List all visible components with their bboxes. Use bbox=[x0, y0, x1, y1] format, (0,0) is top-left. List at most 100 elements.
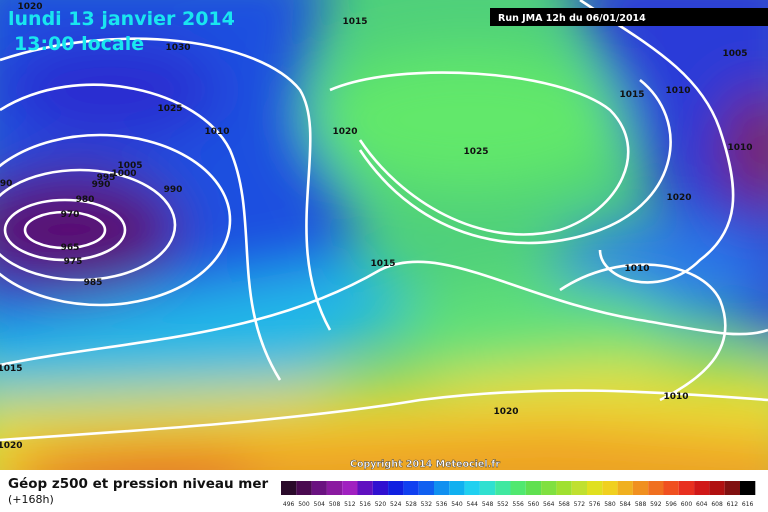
scale-swatch bbox=[617, 481, 633, 495]
scale-label: 516 bbox=[359, 501, 371, 508]
scale-swatch bbox=[648, 481, 664, 495]
legend-title: Géop z500 et pression niveau mer bbox=[8, 476, 269, 492]
scale-swatch bbox=[602, 481, 618, 495]
scale-label: 584 bbox=[620, 501, 632, 508]
scale-swatch bbox=[296, 481, 312, 495]
scale-swatch bbox=[709, 481, 725, 495]
scale-label: 504 bbox=[314, 501, 326, 508]
date: lundi 13 janvier 2014 bbox=[8, 8, 235, 30]
local-time: 13:00 locale bbox=[14, 33, 144, 55]
isobar-label: 1010 bbox=[204, 127, 229, 137]
isobar-label: 990 bbox=[0, 179, 12, 189]
scale-label: 600 bbox=[681, 501, 693, 508]
scale-swatch bbox=[724, 481, 740, 495]
isobar-label: 1030 bbox=[165, 43, 190, 53]
isobar-label: 985 bbox=[84, 278, 103, 288]
scale-swatch bbox=[434, 481, 450, 495]
scale-swatch bbox=[495, 481, 511, 495]
isobar-label: 990 bbox=[92, 180, 111, 190]
scale-swatch bbox=[403, 481, 419, 495]
scale-label: 496 bbox=[283, 501, 295, 508]
scale-label: 564 bbox=[543, 501, 555, 508]
scale-swatch bbox=[632, 481, 649, 495]
isobar-label: 970 bbox=[61, 210, 80, 220]
scale-swatch bbox=[357, 481, 373, 495]
scale-swatch bbox=[510, 481, 526, 495]
scale-swatch bbox=[281, 481, 297, 495]
isobar-label: 1015 bbox=[619, 90, 644, 100]
scale-swatch bbox=[372, 481, 389, 495]
scale-label: 604 bbox=[696, 501, 708, 508]
isobar-label: 1010 bbox=[727, 143, 752, 153]
isobar-label: 1025 bbox=[157, 104, 182, 114]
scale-label: 536 bbox=[436, 501, 448, 508]
isobar-label: 1020 bbox=[493, 407, 518, 417]
scale-swatch bbox=[740, 481, 756, 495]
isobar-label: 965 bbox=[61, 243, 80, 253]
scale-label: 572 bbox=[574, 501, 586, 508]
scale-label: 608 bbox=[711, 501, 723, 508]
scale-swatch bbox=[479, 481, 496, 495]
scale-label: 616 bbox=[742, 501, 754, 508]
scale-label: 544 bbox=[467, 501, 479, 508]
isobar-label: 1010 bbox=[663, 392, 688, 402]
isobar-label: 1020 bbox=[666, 193, 691, 203]
scale-label: 548 bbox=[482, 501, 494, 508]
scale-label: 592 bbox=[650, 501, 662, 508]
lead-time: (+168h) bbox=[8, 493, 54, 506]
scale-swatch bbox=[556, 481, 572, 495]
run-box bbox=[490, 8, 768, 26]
isobar-label: 995 bbox=[97, 173, 116, 183]
scale-label: 524 bbox=[390, 501, 402, 508]
scale-swatch bbox=[326, 481, 343, 495]
scale-swatch bbox=[311, 481, 327, 495]
scale-swatch bbox=[694, 481, 710, 495]
isobar-label: 990 bbox=[164, 185, 183, 195]
scale-label: 532 bbox=[421, 501, 433, 508]
scale-label: 552 bbox=[497, 501, 509, 508]
copyright: Copyright 2014 Meteociel.fr bbox=[350, 459, 500, 470]
scale-label: 588 bbox=[635, 501, 647, 508]
scale-swatch bbox=[342, 481, 358, 495]
scale-label: 540 bbox=[451, 501, 463, 508]
run-info: Run JMA 12h du 06/01/2014 bbox=[498, 13, 646, 24]
scale-label: 528 bbox=[405, 501, 417, 508]
isobars bbox=[0, 0, 768, 442]
isobar-label: 1015 bbox=[342, 17, 367, 27]
scale-swatch bbox=[525, 481, 542, 495]
isobar-label: 980 bbox=[76, 195, 95, 205]
scale-swatch bbox=[418, 481, 434, 495]
scale-label: 596 bbox=[665, 501, 677, 508]
scale-label: 576 bbox=[589, 501, 601, 508]
scale-label: 580 bbox=[604, 501, 616, 508]
isobar-label: 1020 bbox=[0, 441, 23, 451]
isobar-label: 1010 bbox=[665, 86, 690, 96]
isobar-label: 1020 bbox=[17, 2, 42, 12]
isobar-label: 1015 bbox=[370, 259, 395, 269]
scale-swatch bbox=[663, 481, 679, 495]
scale-label: 612 bbox=[727, 501, 739, 508]
isobar-label: 1015 bbox=[0, 364, 23, 374]
scale-swatch bbox=[678, 481, 695, 495]
isobar-label: 1000 bbox=[111, 169, 136, 179]
scale-swatch bbox=[449, 481, 465, 495]
scale-swatch bbox=[388, 481, 404, 495]
isobar-label: 1020 bbox=[332, 127, 357, 137]
scale-label: 512 bbox=[344, 501, 356, 508]
scale-label: 560 bbox=[528, 501, 540, 508]
isobar-label: 1025 bbox=[463, 147, 488, 157]
isobar-label: 1005 bbox=[117, 161, 142, 171]
scale-swatch bbox=[464, 481, 480, 495]
scale-swatch bbox=[541, 481, 557, 495]
isobar-label: 1010 bbox=[624, 264, 649, 274]
scale-label: 568 bbox=[558, 501, 570, 508]
isobar-label: 1005 bbox=[722, 49, 747, 59]
scale-swatch bbox=[571, 481, 587, 495]
scale-label: 508 bbox=[329, 501, 341, 508]
scale-swatch bbox=[587, 481, 603, 495]
isobar-label: 975 bbox=[64, 257, 83, 267]
scale-label: 500 bbox=[298, 501, 310, 508]
scale-label: 520 bbox=[375, 501, 387, 508]
